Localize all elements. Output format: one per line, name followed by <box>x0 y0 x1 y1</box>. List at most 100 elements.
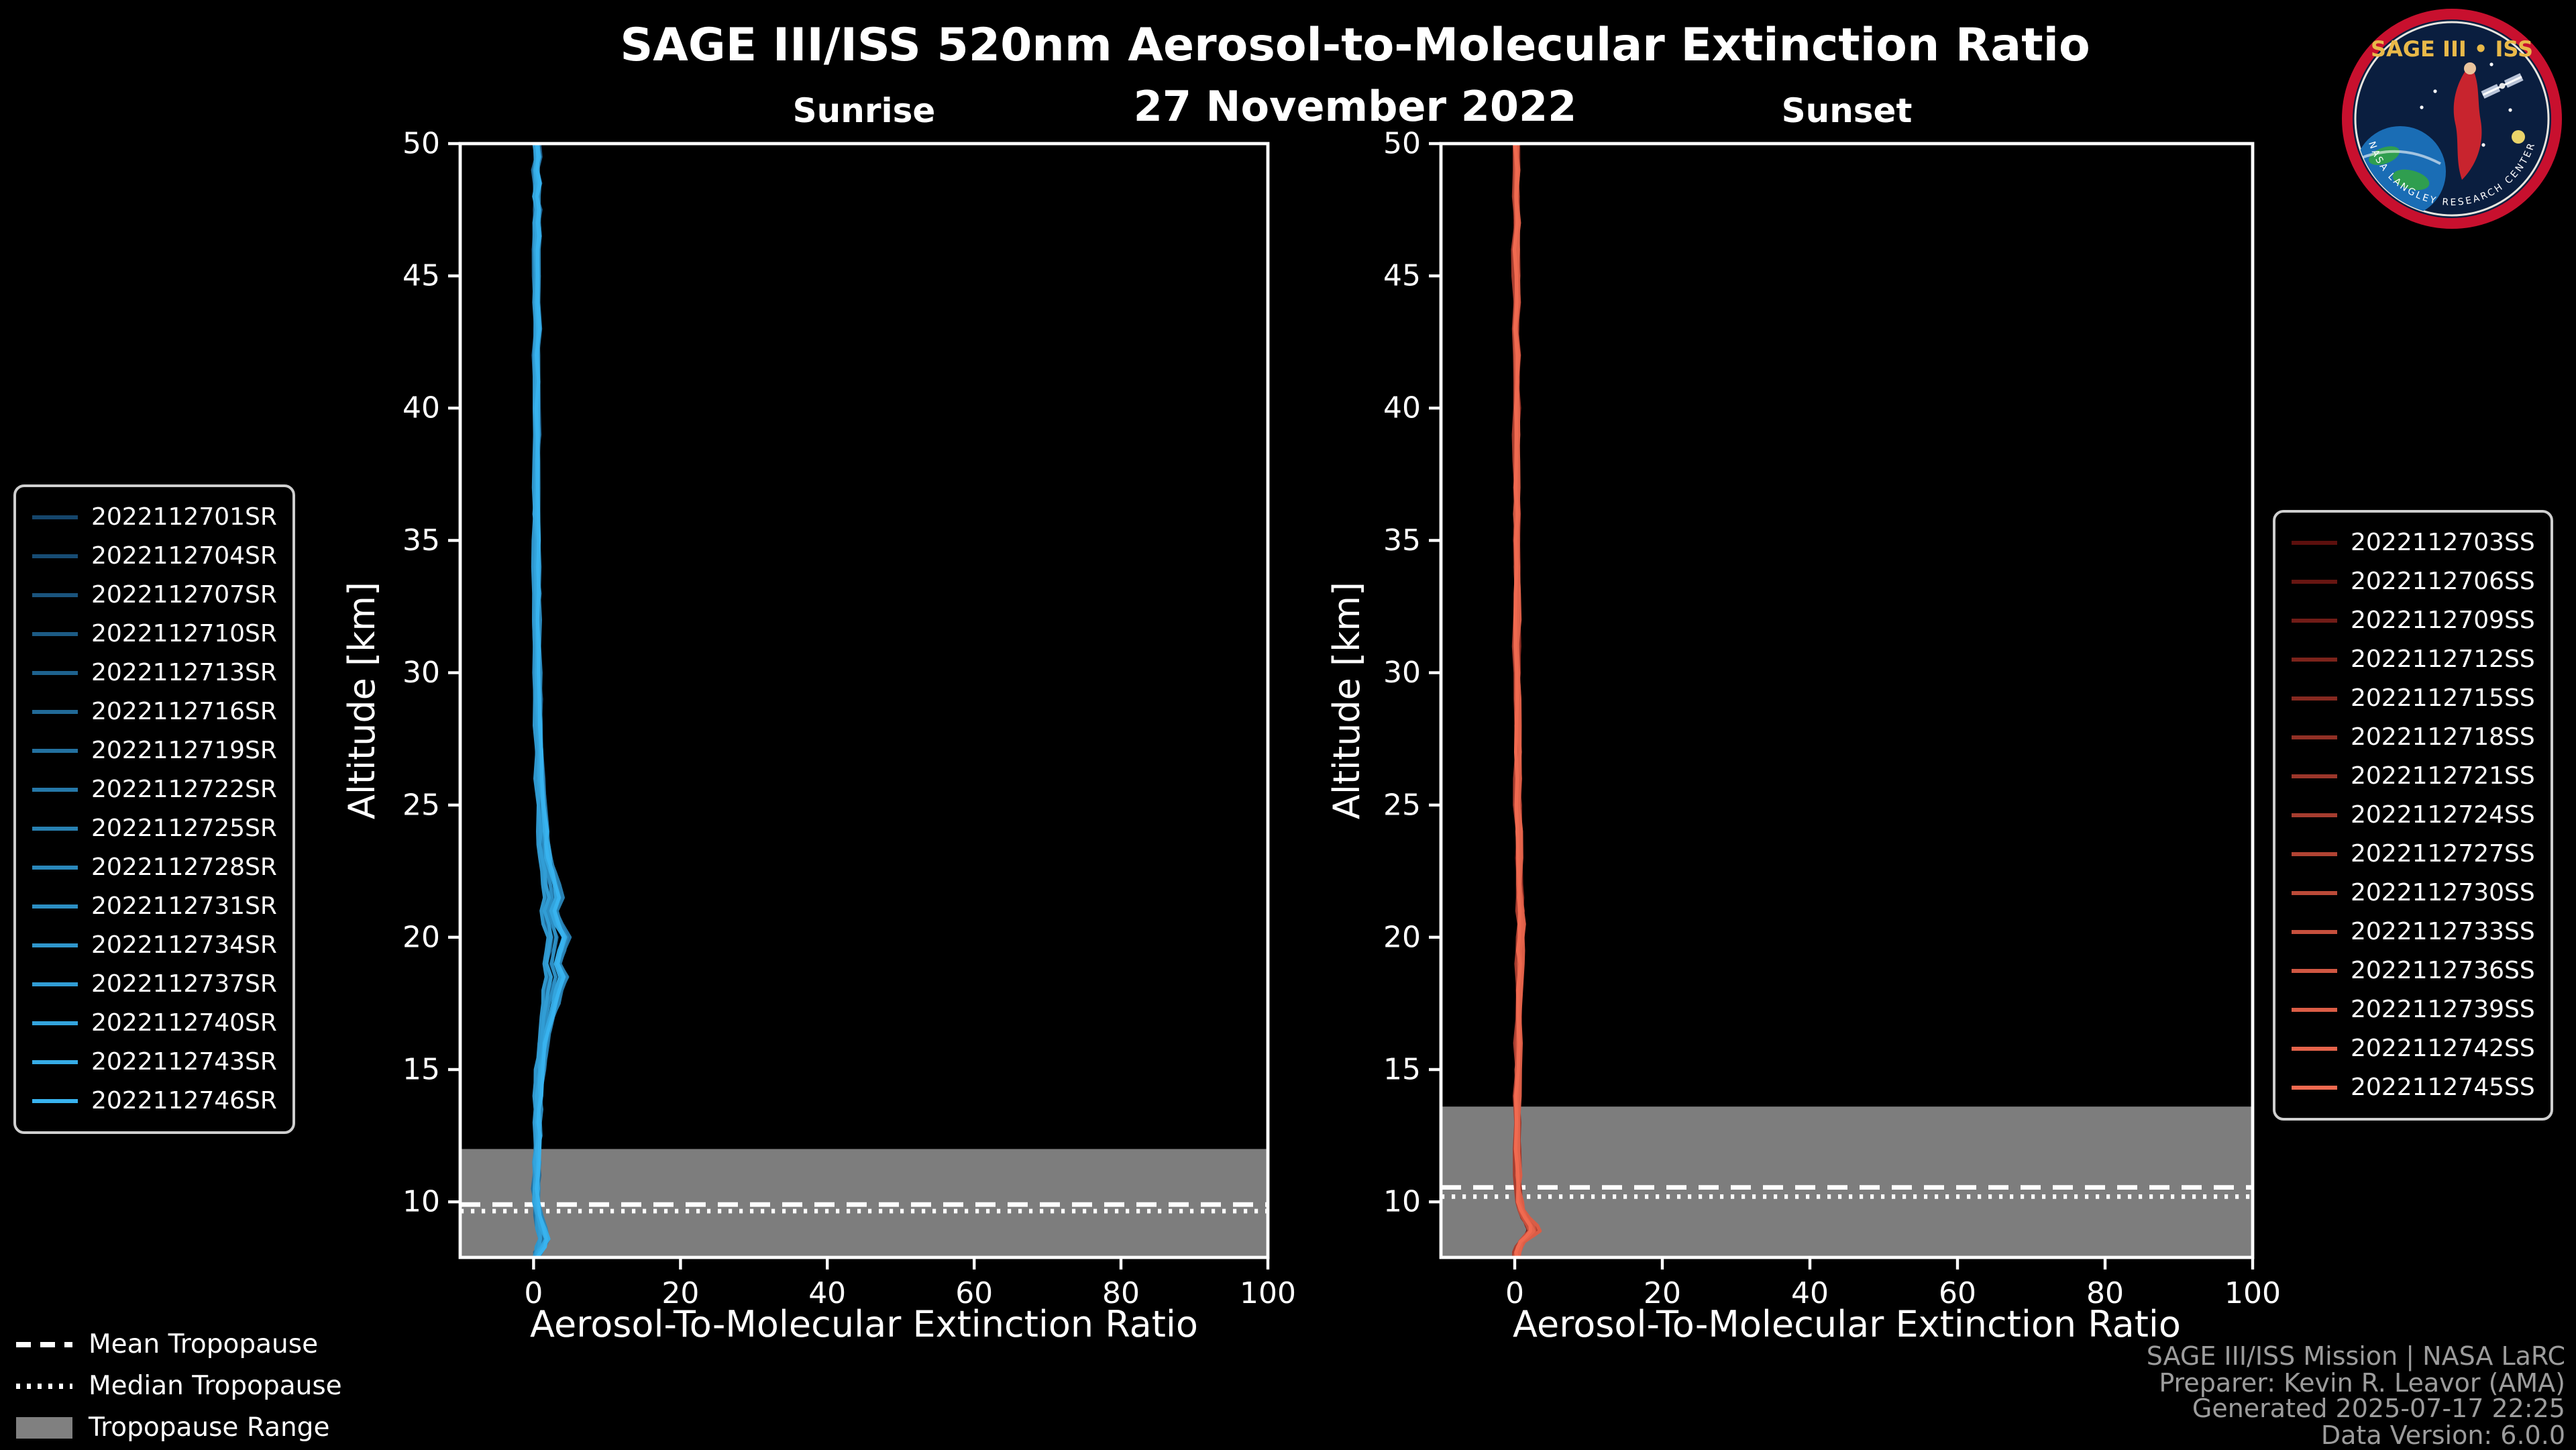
legend-item: 2022112731SR <box>32 887 277 926</box>
credits-data-version: Data Version: 6.0.0 <box>2320 1420 2565 1450</box>
legend-item: 2022112706SS <box>2292 562 2535 601</box>
logo-stars <box>2420 62 2512 147</box>
series-color-line <box>2292 696 2337 701</box>
series-label: 2022112743SR <box>91 1048 277 1076</box>
svg-text:50: 50 <box>402 127 440 161</box>
svg-text:60: 60 <box>955 1276 993 1310</box>
legend-item: 2022112728SR <box>32 848 277 887</box>
series-label: 2022112742SS <box>2351 1035 2535 1063</box>
tropopause-legend-item: Mean Tropopause <box>16 1323 342 1365</box>
svg-text:100: 100 <box>1240 1276 1296 1310</box>
legend-item: 2022112734SR <box>32 926 277 965</box>
dotted-line-sample <box>16 1383 72 1388</box>
legend-item: 2022112727SS <box>2292 835 2535 874</box>
series-label: 2022112722SR <box>91 776 277 804</box>
iss-satellite-icon <box>2481 73 2524 99</box>
sunset-plot: 0 20 40 60 80 100 10 15 20 25 30 35 40 45 50 <box>1383 127 2281 1310</box>
svg-text:30: 30 <box>1383 656 1421 690</box>
tropopause-legend: Mean Tropopause Median Tropopause Tropopau… <box>16 1323 342 1448</box>
legend-item: 2022112739SS <box>2292 990 2535 1029</box>
legend-item: 2022112712SS <box>2292 640 2535 679</box>
series-color-line <box>2292 891 2337 895</box>
credits-mission: SAGE III/ISS Mission | NASA LaRC <box>2146 1342 2565 1371</box>
legend-item: 2022112707SR <box>32 576 277 615</box>
svg-text:30: 30 <box>402 656 440 690</box>
legend-item: 2022112736SS <box>2292 951 2535 990</box>
legend-item: 2022112716SR <box>32 692 277 731</box>
legend-item: 2022112724SS <box>2292 796 2535 835</box>
series-color-line <box>32 710 78 714</box>
series-color-line <box>32 827 78 831</box>
series-label: 2022112730SS <box>2351 879 2535 907</box>
series-label: 2022112718SS <box>2351 723 2535 752</box>
credits-preparer: Preparer: Kevin R. Leavor (AMA) <box>2159 1368 2565 1398</box>
svg-text:35: 35 <box>402 523 440 558</box>
series-color-line <box>2292 852 2337 856</box>
series-label: 2022112733SS <box>2351 918 2535 946</box>
figure-title: SAGE III/ISS 520nm Aerosol-to-Molecular … <box>620 19 2090 72</box>
series-label: 2022112736SS <box>2351 957 2535 985</box>
series-color-line <box>2292 619 2337 623</box>
sunset-legend: 2022112703SS 2022112706SS 2022112709SS 2022… <box>2273 510 2554 1121</box>
series-color-line <box>2292 541 2337 545</box>
series-color-line <box>2292 930 2337 934</box>
legend-item: 2022112725SR <box>32 809 277 848</box>
legend-item: 2022112718SS <box>2292 718 2535 757</box>
series-color-line <box>32 1060 78 1064</box>
legend-item: 2022112721SS <box>2292 757 2535 796</box>
series-label: 2022112731SR <box>91 892 277 921</box>
legend-item: 2022112745SS <box>2292 1068 2535 1107</box>
series-label: 2022112740SR <box>91 1009 277 1037</box>
legend-item: 2022112737SR <box>32 965 277 1004</box>
series-label: 2022112704SR <box>91 542 277 570</box>
legend-item: 2022112746SR <box>32 1082 277 1121</box>
series-label: 2022112737SR <box>91 970 277 998</box>
svg-text:25: 25 <box>402 788 440 822</box>
sunrise-plot: 0 20 40 60 80 100 10 15 20 25 30 35 40 45 50 <box>402 127 1296 1310</box>
svg-text:10: 10 <box>1383 1185 1421 1219</box>
sunset-panel-title: Sunset <box>1781 91 1913 130</box>
legend-item: 2022112703SS <box>2292 523 2535 562</box>
series-color-line <box>32 632 78 636</box>
svg-text:25: 25 <box>1383 788 1421 822</box>
series-color-line <box>2292 1008 2337 1012</box>
series-label: 2022112715SS <box>2351 684 2535 713</box>
svg-text:0: 0 <box>524 1276 543 1310</box>
tropopause-legend-label: Tropopause Range <box>89 1412 330 1443</box>
series-label: 2022112710SR <box>91 620 277 648</box>
series-label: 2022112721SS <box>2351 762 2535 790</box>
series-label: 2022112706SS <box>2351 568 2535 596</box>
series-label: 2022112703SS <box>2351 529 2535 557</box>
legend-item: 2022112719SR <box>32 731 277 770</box>
tropopause-legend-label: Median Tropopause <box>89 1370 342 1401</box>
legend-item: 2022112742SS <box>2292 1029 2535 1068</box>
sunrise-legend: 2022112701SR 2022112704SR 2022112707SR 2022… <box>13 484 296 1134</box>
logo-inner-ring <box>2354 21 2550 217</box>
series-label: 2022112746SR <box>91 1087 277 1115</box>
legend-item: 2022112713SR <box>32 654 277 692</box>
robed-figure-illustration <box>2453 62 2482 180</box>
figure-date: 27 November 2022 <box>1133 83 1577 132</box>
series-label: 2022112724SS <box>2351 801 2535 829</box>
credits-block: SAGE III/ISS Mission | NASA LaRC Prepare… <box>2146 1342 2565 1450</box>
legend-item: 2022112730SS <box>2292 874 2535 913</box>
sunset-x-axis-label: Aerosol-To-Molecular Extinction Ratio <box>1513 1304 2181 1346</box>
legend-item: 2022112704SR <box>32 537 277 576</box>
svg-text:15: 15 <box>402 1053 440 1087</box>
series-color-line <box>2292 813 2337 817</box>
svg-text:50: 50 <box>1383 127 1421 161</box>
series-color-line <box>32 593 78 597</box>
svg-text:60: 60 <box>1939 1276 1976 1310</box>
svg-text:45: 45 <box>1383 259 1421 293</box>
series-color-line <box>2292 969 2337 973</box>
logo-title: SAGE III • ISS <box>2371 36 2533 62</box>
svg-text:35: 35 <box>1383 523 1421 558</box>
series-label: 2022112745SS <box>2351 1074 2535 1102</box>
series-color-line <box>2292 658 2337 662</box>
series-color-line <box>32 554 78 558</box>
svg-text:20: 20 <box>661 1276 699 1310</box>
sunrise-panel-title: Sunrise <box>792 91 936 130</box>
series-color-line <box>32 749 78 753</box>
legend-item: 2022112733SS <box>2292 913 2535 951</box>
